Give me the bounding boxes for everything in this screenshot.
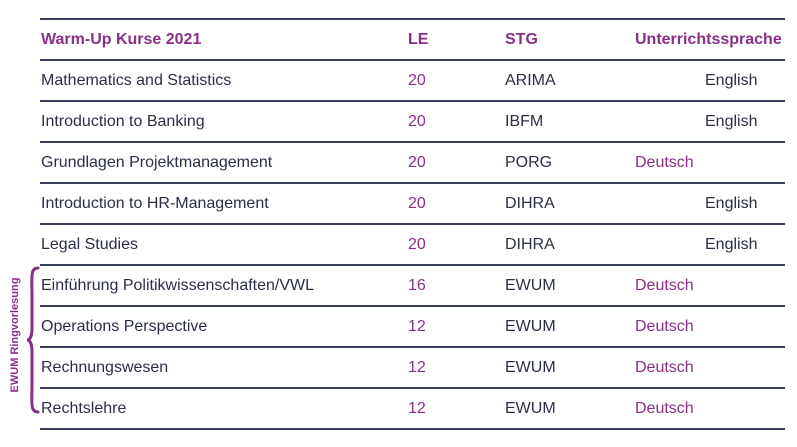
table-row: Operations Perspective 12 EWUM Deutsch	[40, 307, 785, 348]
stg-cell: ARIMA	[505, 72, 556, 89]
header-le: LE	[408, 31, 429, 48]
course-cell: Rechnungswesen	[41, 359, 169, 376]
le-cell: 12	[408, 318, 426, 335]
stg-cell: PORG	[505, 154, 553, 171]
course-cell: Introduction to Banking	[41, 113, 205, 130]
table-body: Mathematics and Statistics 20 ARIMA English…	[40, 61, 785, 430]
le-cell: 20	[408, 154, 426, 171]
course-cell: Grundlagen Projektmanagement	[41, 154, 273, 171]
course-cell: Einführung Politikwissenschaften/VWL	[41, 277, 315, 294]
group-brace-icon	[26, 266, 40, 414]
table-row: Introduction to Banking 20 IBFM English	[40, 102, 785, 143]
language-cell: English	[705, 72, 758, 89]
le-cell: 20	[408, 195, 426, 212]
le-cell: 20	[408, 113, 426, 130]
header-stg: STG	[505, 31, 538, 48]
course-cell: Rechtslehre	[41, 400, 127, 417]
stg-cell: DIHRA	[505, 195, 555, 212]
table-row: Einführung Politikwissenschaften/VWL 16 EW…	[40, 266, 785, 307]
stg-cell: EWUM	[505, 277, 556, 294]
le-cell: 20	[408, 72, 426, 89]
le-cell: 12	[408, 359, 426, 376]
le-cell: 12	[408, 400, 426, 417]
ewum-ringvorlesung-label: EWUM Ringvorlesung	[9, 277, 21, 393]
course-cell: Legal Studies	[41, 236, 138, 253]
table-row: Legal Studies 20 DIHRA English	[40, 225, 785, 266]
stg-cell: DIHRA	[505, 236, 555, 253]
table-row: Rechtslehre 12 EWUM Deutsch	[40, 389, 785, 430]
le-cell: 20	[408, 236, 426, 253]
le-cell: 16	[408, 277, 426, 294]
stg-cell: IBFM	[505, 113, 544, 130]
table-row: Grundlagen Projektmanagement 20 PORG Deutsc…	[40, 143, 785, 184]
course-cell: Operations Perspective	[41, 318, 208, 335]
table-row: Rechnungswesen 12 EWUM Deutsch	[40, 348, 785, 389]
warm-up-courses-table: Warm-Up Kurse 2021 LE STG Unterrichtsspr…	[40, 18, 785, 430]
header-language: Unterrichtssprache	[635, 31, 782, 48]
stg-cell: EWUM	[505, 318, 556, 335]
language-cell: Deutsch	[635, 154, 694, 171]
header-course: Warm-Up Kurse 2021	[41, 31, 202, 48]
language-cell: Deutsch	[635, 277, 694, 294]
stg-cell: EWUM	[505, 359, 556, 376]
table-row: Introduction to HR-Management 20 DIHRA Engl…	[40, 184, 785, 225]
language-cell: Deutsch	[635, 400, 694, 417]
table-row: Mathematics and Statistics 20 ARIMA English	[40, 61, 785, 102]
language-cell: English	[705, 113, 758, 130]
language-cell: English	[705, 236, 758, 253]
language-cell: Deutsch	[635, 359, 694, 376]
language-cell: English	[705, 195, 758, 212]
stg-cell: EWUM	[505, 400, 556, 417]
table-header-row: Warm-Up Kurse 2021 LE STG Unterrichtsspr…	[40, 18, 785, 61]
language-cell: Deutsch	[635, 318, 694, 335]
course-cell: Mathematics and Statistics	[41, 72, 232, 89]
course-cell: Introduction to HR-Management	[41, 195, 269, 212]
